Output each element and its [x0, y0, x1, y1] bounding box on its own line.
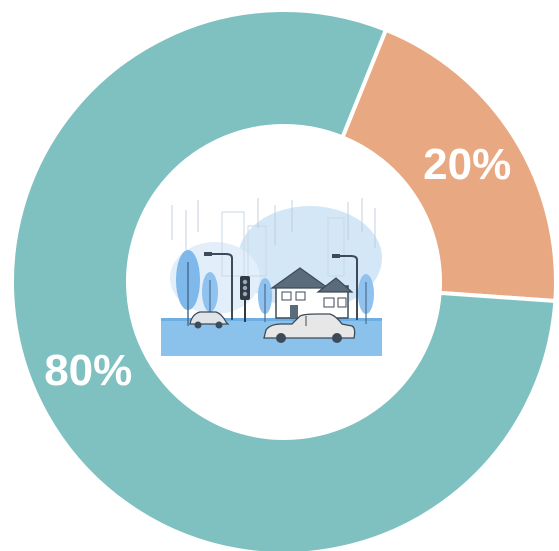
- donut-slice-80-percent: [10, 8, 558, 551]
- flooded-street-illustration: [161, 198, 382, 356]
- donut-slice-20-percent: [339, 27, 558, 304]
- slice-label-80-percent: 80%: [44, 346, 132, 395]
- slice-label-20-percent: 20%: [423, 140, 511, 189]
